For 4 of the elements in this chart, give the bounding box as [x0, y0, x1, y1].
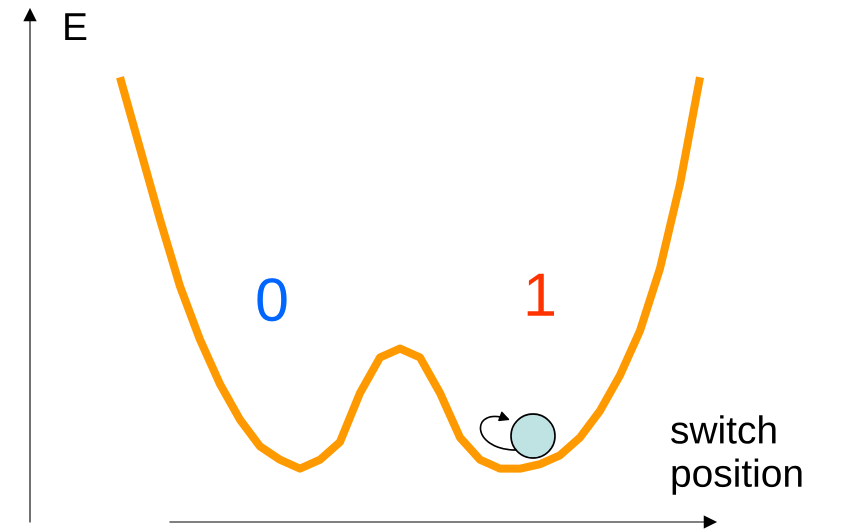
annotation: 1 [528, 274, 554, 316]
y-axis-title: E [65, 13, 86, 40]
x-axis-title: switch position [671, 415, 802, 495]
annotation: 0 [257, 278, 287, 322]
